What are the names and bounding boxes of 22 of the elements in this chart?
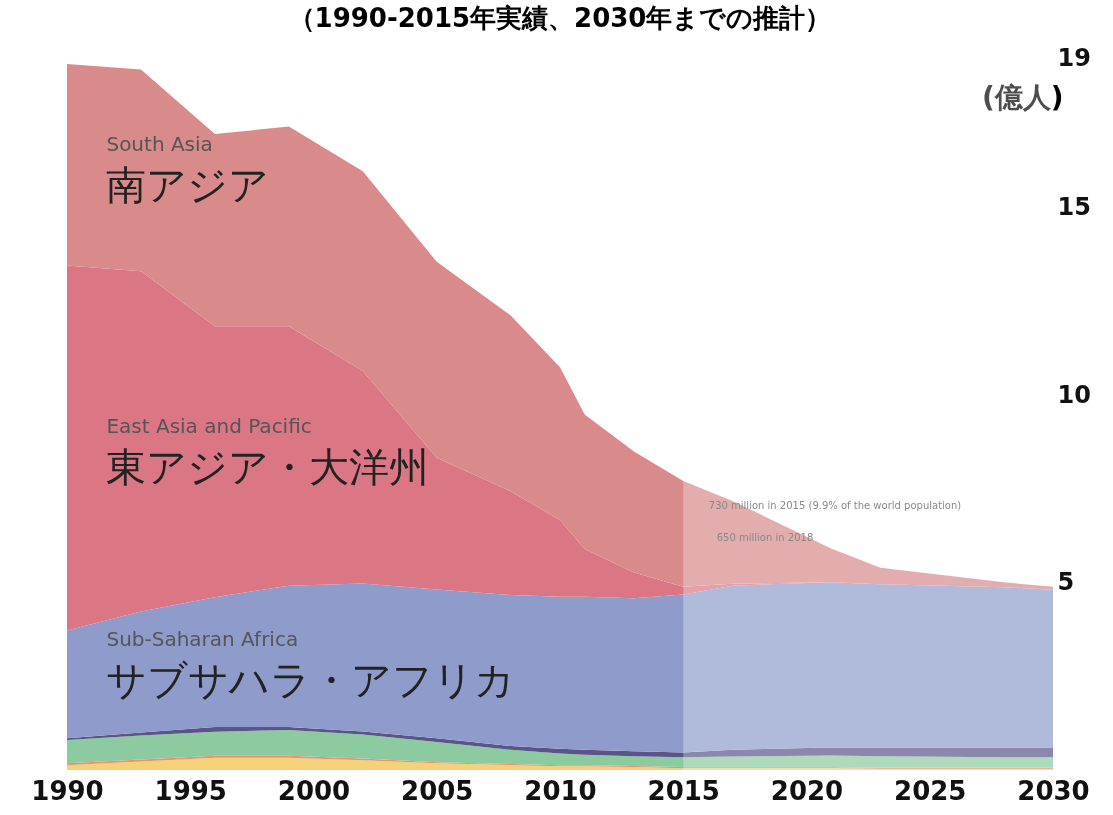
x-tick-label: 1995 (154, 775, 227, 806)
x-tick-label: 2030 (1017, 775, 1090, 806)
annotation: Sub-Saharan Africa (106, 627, 299, 652)
series-label: 南アジア (106, 161, 270, 208)
y-tick-label: 5 (1057, 568, 1075, 597)
series-label: サブサハラ・アフリカ (106, 656, 516, 703)
x-tick-label: 2015 (647, 775, 720, 806)
x-tick-label: 2005 (401, 775, 474, 806)
x-tick-label: 2010 (524, 775, 597, 806)
y-axis-title: (億人) (981, 80, 1064, 114)
x-tick-label: 2000 (277, 775, 351, 806)
x-tick-label: 1990 (31, 775, 104, 806)
chart-title: （1990-2015年実績、2030年までの推計） (288, 3, 832, 33)
y-tick-label: 19 (1057, 43, 1091, 72)
annotation: 650 million in 2018 (716, 532, 814, 543)
x-tick-label: 2020 (770, 775, 844, 806)
annotation: South Asia (106, 132, 213, 157)
y-tick-label: 15 (1057, 193, 1091, 222)
series-label: 東アジア・大洋州 (106, 443, 430, 490)
x-tick-label: 2025 (894, 775, 967, 806)
y-tick-label: 10 (1057, 380, 1091, 409)
annotation: East Asia and Pacific (106, 414, 312, 439)
